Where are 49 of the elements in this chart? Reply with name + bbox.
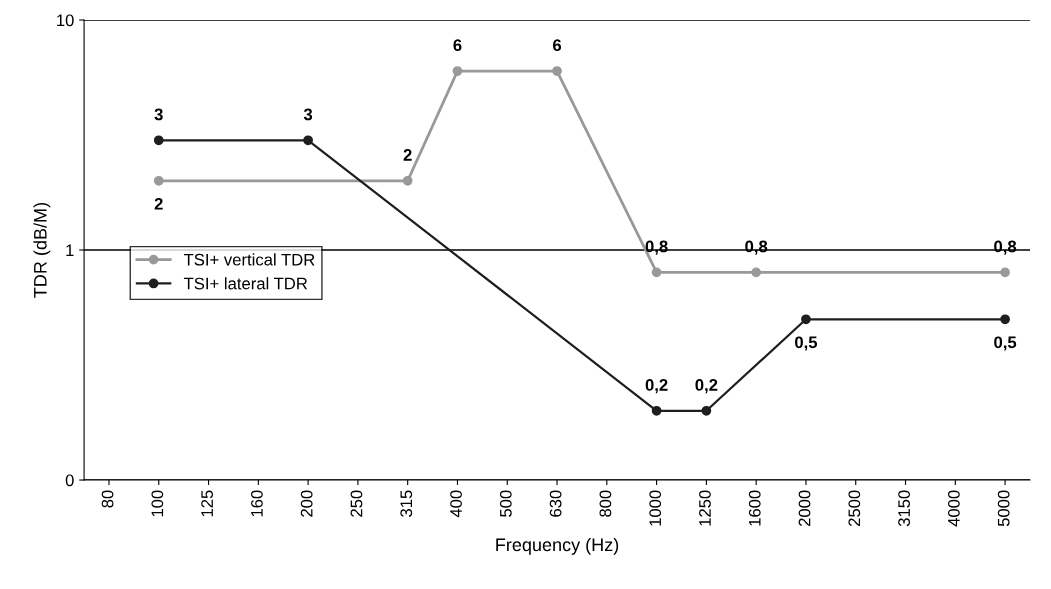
x-tick-label: 3150 bbox=[898, 490, 910, 527]
point bbox=[402, 175, 413, 186]
data-label: 0,5 bbox=[795, 336, 818, 351]
point bbox=[651, 405, 662, 416]
x-tick-label: 1000 bbox=[649, 490, 662, 526]
legend-label: TSI+ vertical TDR bbox=[183, 253, 315, 266]
data-label: 2 bbox=[154, 197, 163, 210]
point bbox=[552, 66, 562, 76]
point bbox=[153, 135, 164, 146]
x-tick-label: 200 bbox=[300, 490, 313, 517]
x-tick-label: 1600 bbox=[748, 490, 761, 526]
x-tick-label: 160 bbox=[251, 490, 263, 517]
data-label: 6 bbox=[553, 39, 562, 52]
data-label: 3 bbox=[303, 108, 313, 121]
x-tick-label: 400 bbox=[450, 490, 462, 518]
x-tick-label: 630 bbox=[549, 490, 562, 517]
x-tick-label: 500 bbox=[499, 490, 512, 517]
data-label: 0,2 bbox=[645, 379, 668, 394]
data-label: 3 bbox=[154, 108, 163, 121]
point bbox=[153, 175, 164, 186]
x-tick-label: 4000 bbox=[947, 490, 960, 527]
data-label: 2 bbox=[403, 149, 412, 161]
x-tick-label: 100 bbox=[151, 490, 164, 517]
x-tick-label: 80 bbox=[101, 490, 114, 508]
point bbox=[801, 314, 811, 325]
point bbox=[452, 66, 463, 76]
point bbox=[303, 135, 313, 146]
x-tick-label: 315 bbox=[400, 490, 413, 517]
y-tick-label: 10 bbox=[57, 14, 74, 27]
data-label: 6 bbox=[453, 39, 462, 52]
point bbox=[751, 267, 762, 278]
x-tick-label: 2000 bbox=[798, 490, 811, 526]
x-tick-label: 800 bbox=[599, 490, 612, 517]
data-label: 0,5 bbox=[994, 336, 1017, 351]
point bbox=[1000, 314, 1010, 325]
x-tick-label: 125 bbox=[201, 490, 214, 517]
y-tick-label: 1 bbox=[66, 244, 74, 257]
data-label: 0,2 bbox=[695, 379, 718, 394]
point bbox=[701, 405, 712, 416]
x-tick-label: 1250 bbox=[699, 490, 711, 526]
legend-label: TSI+ lateral TDR bbox=[183, 277, 308, 290]
y-axis-title: TDR (dB/M) bbox=[33, 203, 51, 298]
point bbox=[1000, 267, 1010, 278]
x-axis-title: Frequency (Hz) bbox=[496, 537, 619, 555]
x-tick-label: 2500 bbox=[848, 490, 861, 526]
x-tick-label: 5000 bbox=[997, 490, 1010, 527]
y-tick-label: 0 bbox=[65, 474, 74, 487]
point bbox=[651, 267, 662, 278]
x-tick-label: 250 bbox=[350, 490, 363, 517]
